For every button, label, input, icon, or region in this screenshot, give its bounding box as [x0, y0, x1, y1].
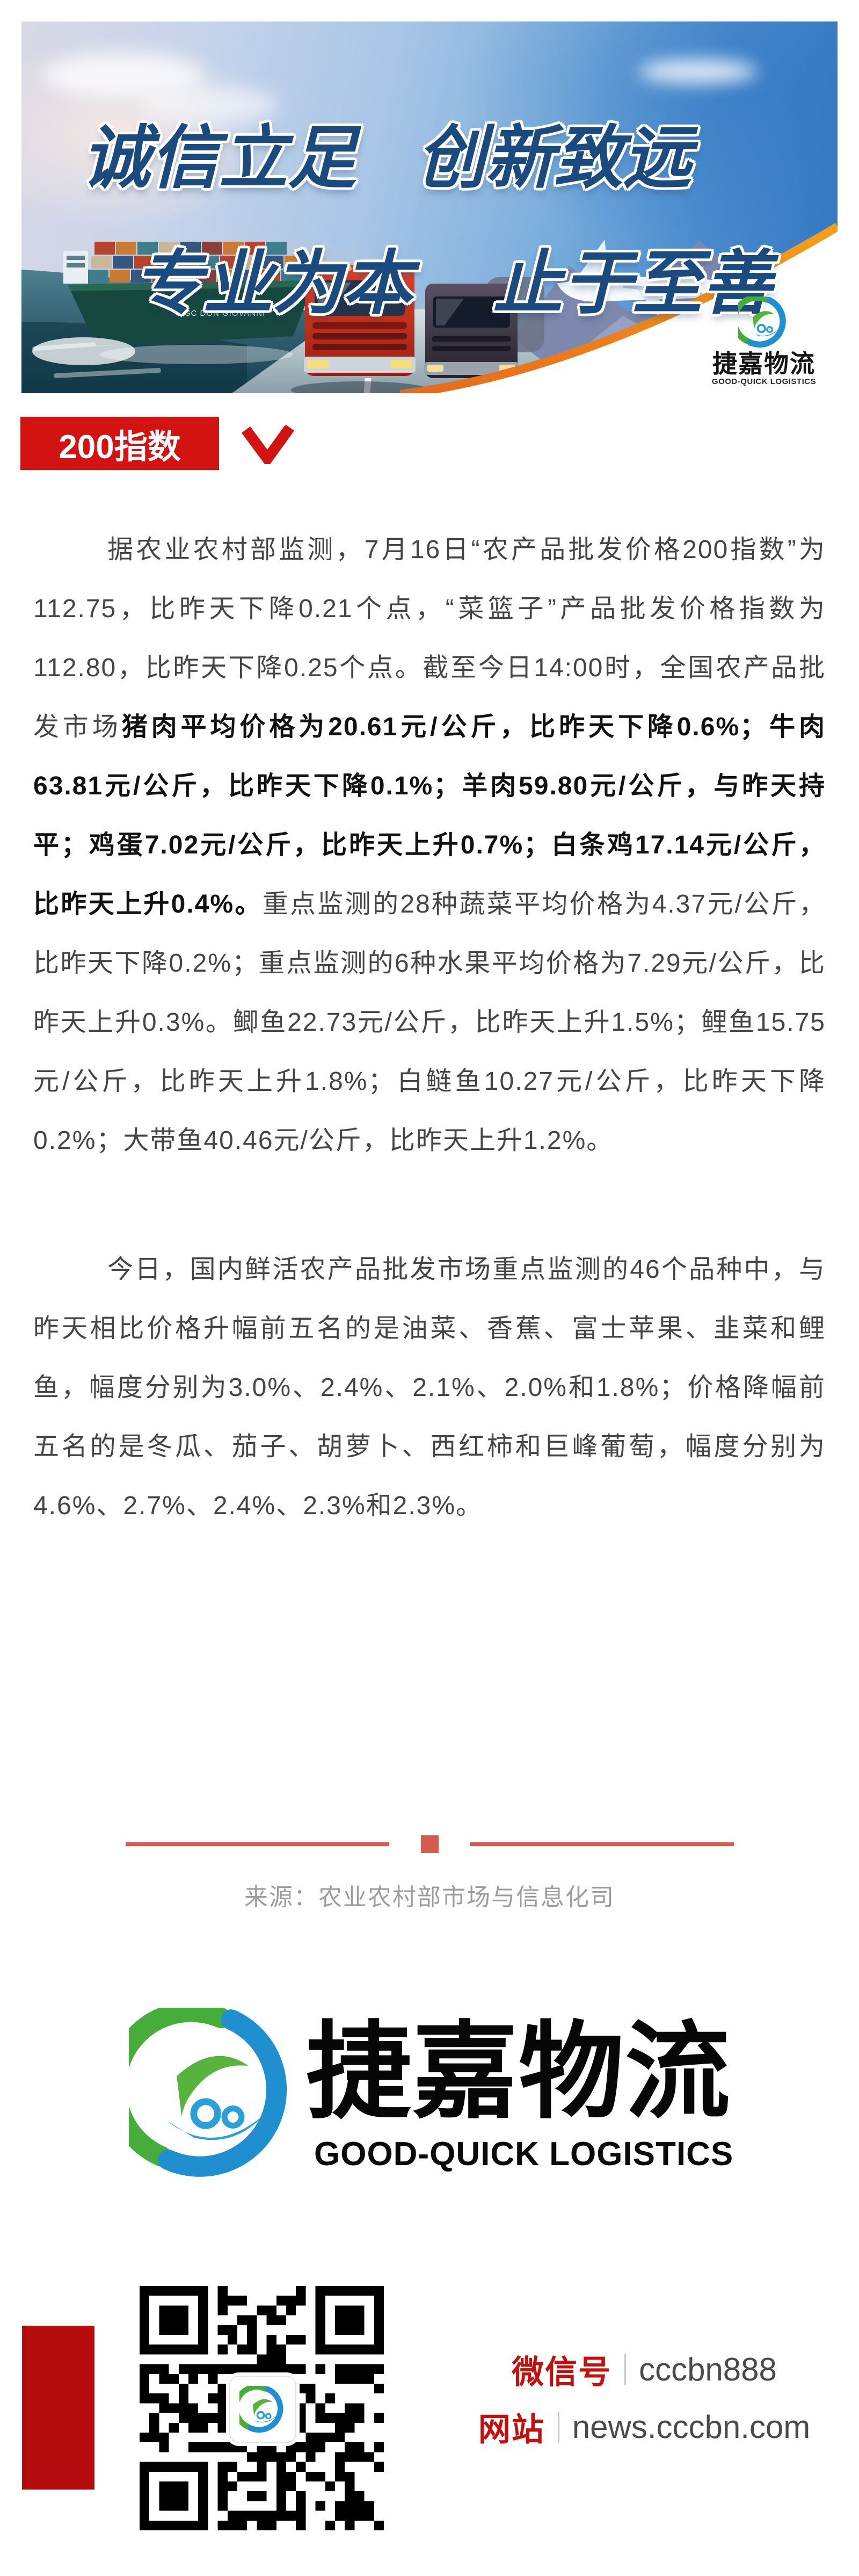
banner-slogan-line1: 诚信立足 创新致远	[82, 102, 691, 201]
wechat-row: 微信号 cccbn888	[512, 2346, 777, 2393]
slogan-text: 诚信立足	[82, 120, 357, 197]
banner-slogan-line2: 专业为本 止于至善	[133, 227, 772, 328]
truck-windshield	[315, 280, 405, 316]
cloud-decor	[639, 59, 757, 84]
paragraph-2: 今日，国内鲜活农产品批发市场重点监测的46个品种中，与昨天相比价格升幅前五名的是…	[33, 1255, 826, 1520]
ship-name: MSC DON GIOVANNI	[178, 309, 265, 318]
banner-brand-logo: 捷嘉物流 GOOD-QUICK LOGISTICS	[702, 294, 826, 387]
red-accent-bar	[22, 2326, 94, 2490]
divider-center-block	[420, 1835, 439, 1853]
website-row: 网站 news.cccbn.com	[478, 2404, 811, 2450]
paragraph-1-text: 据农业农村部监测，7月16日“农产品批发价格200指数”为112.75，比昨天下…	[33, 536, 826, 741]
containers	[88, 242, 305, 283]
source-attribution: 来源：农业农村部市场与信息化司	[244, 1884, 615, 1911]
website-label: 网站	[478, 2412, 545, 2448]
banner-art: MSC DON GIOVANNI	[21, 223, 838, 393]
airplane-icon	[557, 240, 741, 337]
chevron-down-icon[interactable]	[242, 425, 295, 464]
qr-center-logo	[229, 2376, 296, 2443]
slogan-text: 止于至善	[493, 245, 773, 323]
article-body: 据农业农村部监测，7月16日“农产品批发价格200指数”为112.75，比昨天下…	[33, 520, 826, 1536]
truck-headlight	[391, 360, 412, 368]
ship-hull	[68, 280, 315, 346]
vertical-divider	[557, 2411, 559, 2443]
cloud-decor	[140, 86, 279, 124]
swirl-logo-icon	[731, 294, 786, 348]
paragraph-1-text: 重点监测的28种蔬菜平均价格为4.37元/公斤，比昨天下降0.2%；重点监测的6…	[33, 890, 826, 1155]
qr-modules	[140, 2286, 384, 2530]
footer-brand-logo: 捷嘉物流 GOOD-QUICK LOGISTICS	[0, 2006, 859, 2189]
swirl-logo-icon	[129, 2008, 287, 2177]
footer-logo-cn: 捷嘉物流	[306, 2013, 732, 2131]
dark-truck	[413, 277, 544, 393]
vertical-divider	[624, 2354, 627, 2385]
section-tag-200-index[interactable]: 200指数	[20, 417, 219, 470]
website-value: news.cccbn.com	[572, 2409, 811, 2445]
wechat-value: cccbn888	[639, 2351, 777, 2387]
swirl-logo-icon	[239, 2385, 283, 2433]
swoosh	[400, 223, 838, 393]
divider-line-left	[125, 1842, 389, 1846]
banner-logo-en: GOOD-QUICK LOGISTICS	[711, 377, 817, 386]
slogan-text: 专业为本	[133, 245, 413, 323]
paragraph-1: 据农业农村部监测，7月16日“农产品批发价格200指数”为112.75，比昨天下…	[33, 520, 826, 1170]
section-divider	[0, 1829, 859, 1859]
ship-wake	[32, 337, 135, 365]
contact-info: 微信号 cccbn888 网站 news.cccbn.com	[462, 2346, 827, 2450]
truck-headlight	[307, 360, 329, 368]
header-banner: MSC DON GIOVANNI	[21, 21, 838, 393]
footer-logo-en: GOOD-QUICK LOGISTICS	[314, 2136, 734, 2173]
divider-line-right	[470, 1842, 734, 1846]
banner-logo-cn: 捷嘉物流	[712, 350, 816, 378]
slogan-text: 创新致远	[417, 120, 692, 197]
wechat-label: 微信号	[512, 2354, 612, 2390]
paragraph-1-bold-text: 猪肉平均价格为20.61元/公斤，比昨天下降0.6%；牛肉63.81元/公斤，比…	[33, 713, 826, 918]
container-ship: MSC DON GIOVANNI	[32, 242, 315, 365]
wechat-qr-code	[140, 2286, 384, 2530]
red-truck	[291, 265, 428, 393]
